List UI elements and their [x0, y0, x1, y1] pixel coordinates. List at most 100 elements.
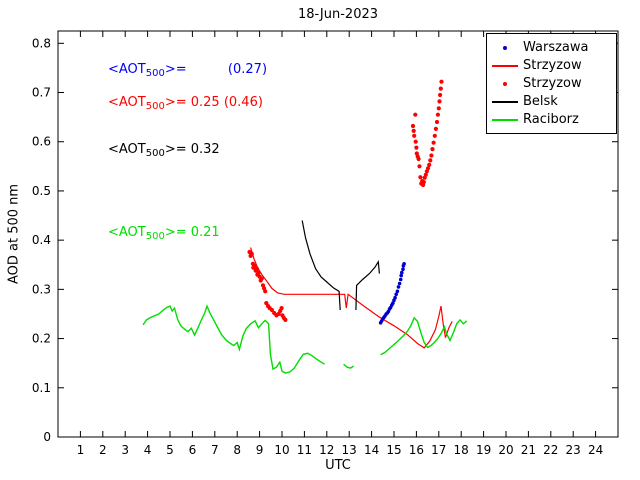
- series-strzyzow-dot: [437, 99, 442, 104]
- annotation-subscript: 500: [145, 148, 165, 159]
- x-tick-label: 5: [166, 443, 174, 457]
- legend-item-strzyzow: Strzyzow: [487, 75, 616, 93]
- x-tick-label: 24: [588, 443, 603, 457]
- legend-label: Raciborz: [523, 112, 579, 127]
- legend-label: Warszawa: [523, 40, 589, 55]
- series-belsk-line: [301, 220, 341, 311]
- series-strzyzow-dot: [433, 126, 438, 131]
- x-tick-label: 10: [274, 443, 289, 457]
- legend-label: Strzyzow: [523, 76, 582, 91]
- x-tick-label: 2: [99, 443, 107, 457]
- series-strzyzow-dot: [413, 139, 418, 144]
- series-strzyzow-dot: [430, 147, 435, 152]
- x-tick-label: 15: [386, 443, 401, 457]
- x-tick-label: 4: [144, 443, 152, 457]
- x-tick-label: 19: [476, 443, 491, 457]
- series-strzyzow-dot: [269, 307, 274, 313]
- series-strzyzow-dot: [425, 166, 431, 171]
- line-icon: [492, 119, 518, 121]
- series-strzyzow-dot: [438, 92, 443, 98]
- annotation-strzyzow-mean: <AOT500>= 0.25 (0.46): [108, 95, 263, 112]
- legend-line-marker: [487, 119, 523, 121]
- series-strzyzow-dot: [417, 164, 422, 169]
- series-strzyzow-dot: [249, 251, 254, 256]
- x-tick-label: 22: [543, 443, 558, 457]
- annotation-text: >= 0.25 (0.46): [164, 95, 263, 110]
- x-tick-label: 14: [364, 443, 379, 457]
- series-warszawa-dot: [396, 285, 401, 289]
- series-strzyzow-dot: [434, 119, 440, 125]
- series-warszawa-dot: [394, 292, 399, 297]
- series-raciborz-line: [343, 363, 355, 369]
- x-tick-label: 11: [297, 443, 312, 457]
- x-tick-label: 1: [77, 443, 85, 457]
- annotation-text: >= 0.21: [164, 225, 220, 240]
- series-strzyzow-dot: [423, 172, 428, 177]
- series-strzyzow-dot: [411, 128, 416, 133]
- x-tick-label: 9: [256, 443, 264, 457]
- series-strzyzow-line: [250, 247, 453, 349]
- y-tick-label: 0.8: [32, 36, 51, 50]
- series-warszawa-dot: [401, 267, 405, 272]
- series-strzyzow-dot: [254, 266, 259, 271]
- legend-item-belsk: Belsk: [487, 93, 616, 111]
- series-warszawa-dot: [395, 289, 400, 294]
- annotation-text: >= 0.32: [164, 142, 220, 157]
- annotation-text: <AOT: [108, 142, 146, 157]
- x-tick-label: 16: [409, 443, 424, 457]
- legend-line-marker: [487, 65, 523, 67]
- series-strzyzow-dot: [439, 79, 444, 84]
- chart-title: 18-Jun-2023: [297, 7, 379, 22]
- series-strzyzow-dot: [436, 106, 441, 111]
- series-warszawa-dot: [397, 281, 402, 286]
- legend-dot-marker: [487, 82, 523, 86]
- legend: Warszawa Strzyzow Strzyzow Belsk Raciborz: [486, 33, 617, 134]
- x-tick-label: 23: [566, 443, 581, 457]
- series-strzyzow-dot: [431, 140, 436, 145]
- x-tick-label: 21: [521, 443, 536, 457]
- series-strzyzow-dot: [435, 112, 440, 117]
- series-warszawa-dot: [402, 262, 406, 266]
- x-tick-label: 8: [233, 443, 241, 457]
- annotation-text: <AOT: [108, 225, 146, 240]
- series-warszawa-dot: [399, 273, 404, 278]
- series-belsk-line: [355, 259, 380, 311]
- y-tick-label: 0.7: [32, 86, 51, 100]
- series-strzyzow-dot: [429, 153, 434, 158]
- x-tick-label: 18: [454, 443, 469, 457]
- legend-line-marker: [487, 101, 523, 103]
- x-tick-label: 3: [121, 443, 129, 457]
- series-strzyzow-dot: [428, 158, 433, 163]
- y-tick-label: 0: [43, 430, 51, 444]
- annotation-text: <AOT: [108, 62, 146, 77]
- series-strzyzow-dot: [421, 180, 426, 185]
- series-raciborz-line: [142, 304, 325, 374]
- dot-icon: [503, 82, 507, 86]
- x-tick-label: 20: [498, 443, 513, 457]
- series-strzyzow-dot: [256, 270, 261, 275]
- series-strzyzow-dot: [432, 133, 437, 138]
- legend-item-raciborz: Raciborz: [487, 111, 616, 129]
- annotation-belsk-mean: <AOT500>= 0.32: [108, 142, 220, 159]
- series-warszawa-dot: [393, 295, 397, 300]
- x-tick-label: 6: [189, 443, 197, 457]
- series-raciborz-line: [380, 316, 468, 356]
- y-tick-label: 0.5: [32, 184, 51, 198]
- series-strzyzow-dot: [279, 306, 284, 311]
- legend-item-strzyzow: Strzyzow: [487, 57, 616, 75]
- x-tick-label: 13: [342, 443, 357, 457]
- series-strzyzow-dot: [418, 175, 423, 180]
- annotation-text: >= (0.27): [164, 62, 268, 77]
- x-tick-label: 12: [319, 443, 334, 457]
- series-warszawa-dot: [398, 277, 403, 282]
- series-strzyzow-dot: [438, 86, 443, 91]
- legend-label: Belsk: [523, 94, 558, 109]
- annotation-subscript: 500: [145, 68, 165, 79]
- series-strzyzow-dot: [414, 145, 419, 150]
- legend-item-warszawa: Warszawa: [487, 39, 616, 57]
- x-tick-label: 17: [431, 443, 446, 457]
- legend-label: Strzyzow: [523, 58, 582, 73]
- series-strzyzow-dot: [412, 133, 417, 138]
- series-strzyzow-dot: [416, 156, 421, 162]
